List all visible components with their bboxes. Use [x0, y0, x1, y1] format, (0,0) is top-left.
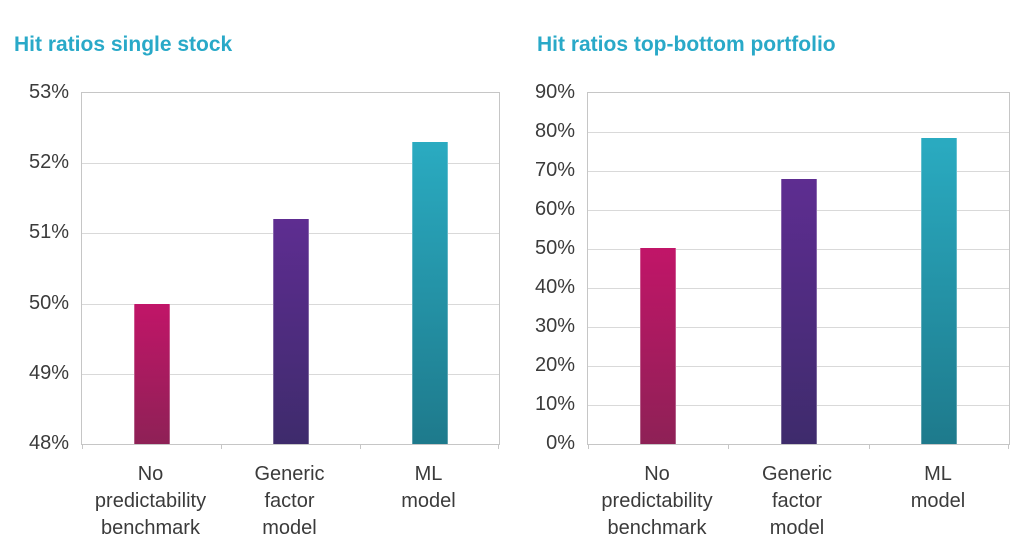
y-axis-tick-label: 0% [546, 432, 575, 454]
bar-generic-factor-model [781, 179, 817, 444]
x-axis-tick [588, 444, 589, 449]
y-axis-tick-label: 52% [28, 151, 69, 174]
bar-no-predictability-benchmark [640, 248, 676, 444]
y-axis-tick-label: 53% [28, 81, 69, 103]
y-axis-tick-label: 30% [534, 315, 575, 337]
chart-title: Hit ratios top-bottom portfolio [537, 33, 836, 56]
bar-ml-model [921, 138, 957, 444]
y-axis-tick-label: 50% [534, 237, 575, 259]
y-axis-tick-label: 40% [534, 276, 575, 298]
plot-area [81, 92, 500, 449]
bar-ml-model [412, 142, 448, 444]
bar-no-predictability-benchmark [134, 304, 170, 444]
y-axis-tick-label: 90% [534, 81, 575, 103]
gridline [588, 171, 1009, 172]
x-axis-category-label: No predictability benchmark [94, 463, 207, 539]
x-axis-category-label: Generic factor model [761, 463, 833, 539]
x-axis-tick [1008, 444, 1009, 449]
chart-single-stock: Hit ratios single stock 53% 52% 51% 50% 49% 4… [14, 33, 500, 539]
x-axis-tick [221, 444, 222, 449]
y-axis-tick-label: 70% [534, 159, 575, 181]
x-axis-tick [869, 444, 870, 449]
x-axis-tick [498, 444, 499, 449]
y-axis-tick-label: 80% [534, 120, 575, 142]
x-axis-category-label: Generic factor model [254, 463, 325, 539]
x-axis-tick [82, 444, 83, 449]
gridline [82, 163, 499, 164]
y-axis-tick-label: 51% [28, 221, 69, 244]
x-axis-tick [360, 444, 361, 449]
y-axis-tick-label: 48% [28, 432, 69, 454]
y-axis-tick-label: 20% [534, 354, 575, 376]
x-axis-category-label: ML model [401, 463, 456, 512]
plot-area [587, 92, 1010, 449]
y-axis-tick-label: 60% [534, 198, 575, 220]
chart-top-bottom-portfolio: Hit ratios top-bottom portfolio 90% 80% 70… [512, 0, 1024, 548]
gridline [588, 132, 1009, 133]
chart-title: Hit ratios single stock [14, 33, 233, 56]
x-axis-category-label: No predictability benchmark [601, 463, 713, 539]
x-axis-category-label: ML model [910, 463, 966, 512]
bar-generic-factor-model [273, 219, 309, 444]
y-axis-tick-label: 49% [28, 361, 69, 384]
y-axis-tick-label: 50% [28, 291, 69, 314]
x-axis-tick [728, 444, 729, 449]
y-axis-tick-label: 10% [534, 393, 575, 415]
